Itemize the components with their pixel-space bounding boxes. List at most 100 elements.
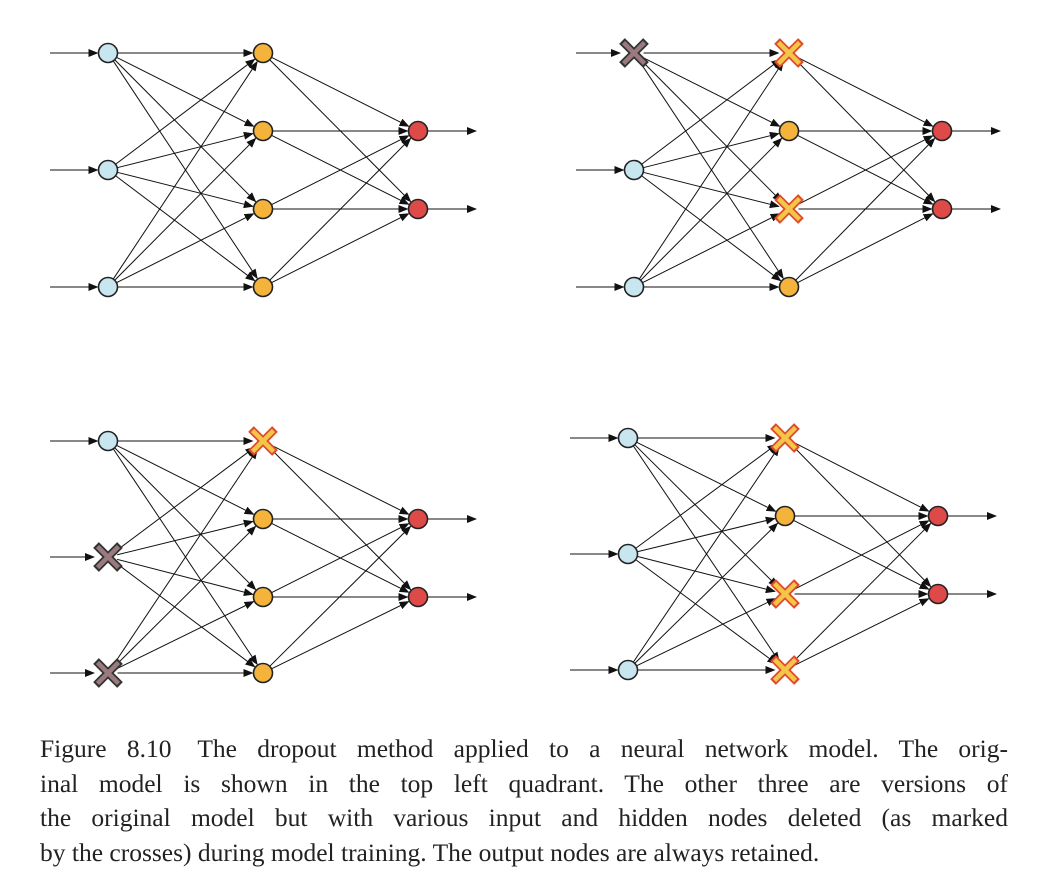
edge-hidden-output bbox=[797, 135, 934, 206]
hidden-node bbox=[252, 198, 274, 220]
caption-line-3: the original model but with various inpu… bbox=[40, 803, 1008, 832]
edge-hidden-output bbox=[791, 522, 932, 664]
edge-input-hidden bbox=[115, 175, 256, 282]
caption-text-1: The dropout method applied to a neural n… bbox=[197, 734, 1008, 763]
edge-input-hidden bbox=[641, 175, 782, 282]
input-node bbox=[97, 42, 119, 64]
network-dropout-c bbox=[570, 423, 997, 685]
output-node bbox=[931, 198, 953, 220]
hidden-node bbox=[252, 662, 274, 684]
dropout-diagram bbox=[50, 38, 1001, 688]
hidden-node bbox=[252, 508, 274, 530]
hidden-node bbox=[774, 505, 796, 527]
edge-hidden-output bbox=[269, 137, 412, 281]
caption-line-4: by the crosses) during model training. T… bbox=[40, 837, 820, 867]
hidden-node bbox=[252, 276, 274, 298]
edge-input-hidden bbox=[116, 444, 255, 515]
cross-fill bbox=[95, 660, 121, 686]
input-node-dropped bbox=[619, 38, 649, 68]
hidden-node bbox=[252, 42, 274, 64]
edge-input-hidden bbox=[636, 598, 777, 667]
edge-input-hidden bbox=[114, 447, 257, 591]
edge-input-hidden bbox=[642, 213, 781, 284]
edge-input-hidden bbox=[117, 519, 254, 556]
cross-fill bbox=[250, 428, 276, 454]
network-dropout-a bbox=[576, 38, 1001, 298]
hidden-node bbox=[252, 586, 274, 608]
hidden-node-dropped bbox=[774, 38, 804, 68]
edge-input-hidden bbox=[642, 56, 781, 127]
hidden-node-dropped bbox=[774, 194, 804, 224]
output-node bbox=[931, 120, 953, 142]
input-node bbox=[97, 159, 119, 181]
input-node bbox=[617, 659, 639, 681]
edge-input-hidden bbox=[632, 445, 780, 663]
edge-hidden-output bbox=[271, 601, 410, 670]
cross-fill bbox=[772, 657, 798, 683]
edge-input-hidden bbox=[641, 58, 782, 165]
hidden-node bbox=[778, 276, 800, 298]
edge-input-hidden bbox=[117, 558, 254, 597]
input-node bbox=[623, 159, 645, 181]
edge-input-hidden bbox=[114, 59, 257, 203]
edge-input-hidden bbox=[115, 58, 256, 165]
network-dropout-b bbox=[50, 426, 477, 688]
output-node bbox=[927, 583, 949, 605]
edge-input-hidden bbox=[114, 525, 257, 667]
hidden-node-dropped bbox=[770, 579, 800, 609]
figure-caption: Figure 8.10 The dropout method applied t… bbox=[40, 732, 1008, 870]
edge-input-hidden bbox=[636, 441, 777, 512]
edge-hidden-output bbox=[271, 56, 410, 127]
caption-line-2: inal model is shown in the top left quad… bbox=[40, 768, 1008, 798]
edge-input-hidden bbox=[643, 171, 780, 209]
edge-hidden-output bbox=[793, 441, 930, 512]
cross-fill bbox=[621, 40, 647, 66]
edge-hidden-output bbox=[271, 213, 410, 284]
input-node bbox=[97, 276, 119, 298]
output-node bbox=[927, 505, 949, 527]
hidden-node-dropped bbox=[770, 655, 800, 685]
edge-input-hidden bbox=[634, 522, 779, 664]
edge-input-hidden bbox=[643, 131, 780, 169]
edge-hidden-output bbox=[271, 523, 410, 594]
edge-input-hidden bbox=[116, 56, 255, 127]
edge-input-hidden bbox=[635, 559, 778, 665]
cross-fill bbox=[772, 581, 798, 607]
input-node bbox=[97, 430, 119, 452]
figure-number: Figure 8.10 bbox=[40, 734, 172, 763]
edge-hidden-output bbox=[269, 525, 412, 667]
cross-fill bbox=[776, 196, 802, 222]
network-original bbox=[50, 42, 477, 298]
hidden-node bbox=[252, 120, 274, 142]
input-node bbox=[617, 543, 639, 565]
edge-input-hidden bbox=[638, 60, 784, 280]
input-node-dropped bbox=[93, 542, 123, 572]
output-node bbox=[407, 120, 429, 142]
edge-input-hidden bbox=[640, 137, 783, 281]
edge-input-hidden bbox=[640, 59, 783, 203]
output-node bbox=[407, 586, 429, 608]
edge-input-hidden bbox=[634, 444, 779, 588]
input-node-dropped bbox=[93, 658, 123, 688]
caption-line-1: Figure 8.10 The dropout method applied t… bbox=[40, 732, 1008, 767]
edge-hidden-output bbox=[271, 444, 410, 515]
edge-input-hidden bbox=[637, 516, 776, 553]
edge-input-hidden bbox=[116, 601, 255, 670]
input-node bbox=[623, 276, 645, 298]
output-node bbox=[407, 198, 429, 220]
edge-input-hidden bbox=[635, 443, 778, 549]
edge-hidden-output bbox=[793, 598, 930, 667]
edge-input-hidden bbox=[115, 562, 256, 668]
edge-input-hidden bbox=[114, 137, 257, 281]
edge-hidden-output bbox=[797, 213, 934, 284]
cross-fill bbox=[772, 425, 798, 451]
output-node bbox=[407, 508, 429, 530]
edge-input-hidden bbox=[116, 213, 255, 284]
edge-input-hidden bbox=[117, 171, 254, 209]
input-node bbox=[617, 427, 639, 449]
edge-hidden-output bbox=[271, 135, 410, 206]
edge-input-hidden bbox=[115, 446, 256, 552]
edge-input-hidden bbox=[112, 448, 258, 666]
hidden-node-dropped bbox=[770, 423, 800, 453]
hidden-node bbox=[778, 120, 800, 142]
